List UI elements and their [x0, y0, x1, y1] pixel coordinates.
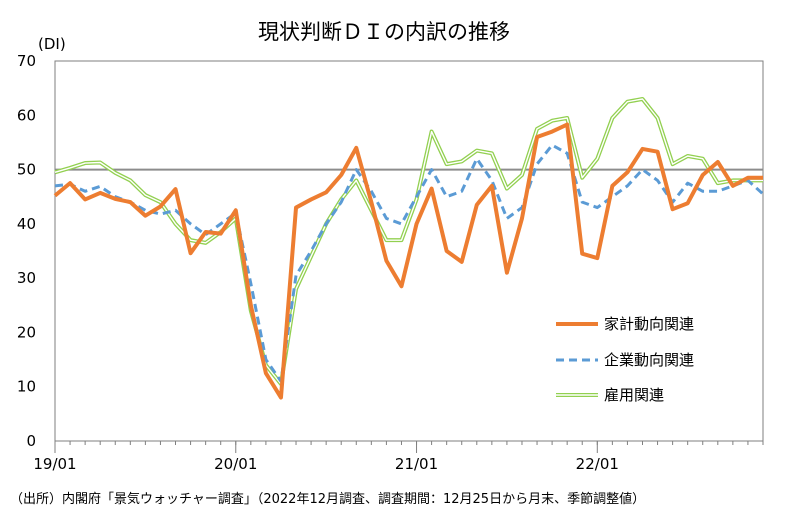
y-axis-unit-label: (DI) [38, 35, 66, 53]
y-tick-label: 0 [26, 432, 36, 450]
series-line-outer [54, 97, 763, 386]
y-tick-label: 70 [17, 52, 36, 70]
legend-label: 家計動向関連 [604, 315, 694, 333]
legend-item-0: 家計動向関連 [556, 315, 694, 333]
y-tick-label: 30 [17, 269, 36, 287]
series-line-inner [54, 98, 763, 385]
legend-label: 企業動向関連 [604, 351, 694, 369]
series-line [53, 122, 763, 400]
series-line [54, 143, 765, 383]
x-tick-label: 22/01 [576, 455, 619, 473]
y-tick-label: 40 [17, 215, 36, 233]
x-tick-label: 20/01 [214, 455, 257, 473]
y-tick-label: 50 [17, 161, 36, 179]
plot-area-border [54, 60, 764, 442]
source-note: （出所）内閣府「景気ウォッチャー調査」（2022年12月調査、調査期間：12月2… [10, 491, 645, 507]
x-tick-label: 21/01 [395, 455, 438, 473]
chart-title: 現状判断ＤＩの内訳の推移 [258, 20, 510, 44]
y-tick-label: 20 [17, 323, 36, 341]
legend-item-1: 企業動向関連 [556, 351, 694, 369]
x-tick-label: 19/01 [33, 455, 76, 473]
y-tick-label: 10 [17, 378, 36, 396]
series-1 [54, 143, 765, 383]
y-tick-label: 60 [17, 106, 36, 124]
legend-item-2: 雇用関連 [556, 386, 664, 404]
legend-label: 雇用関連 [604, 386, 664, 404]
series-2 [54, 97, 763, 386]
series-0 [53, 122, 763, 400]
